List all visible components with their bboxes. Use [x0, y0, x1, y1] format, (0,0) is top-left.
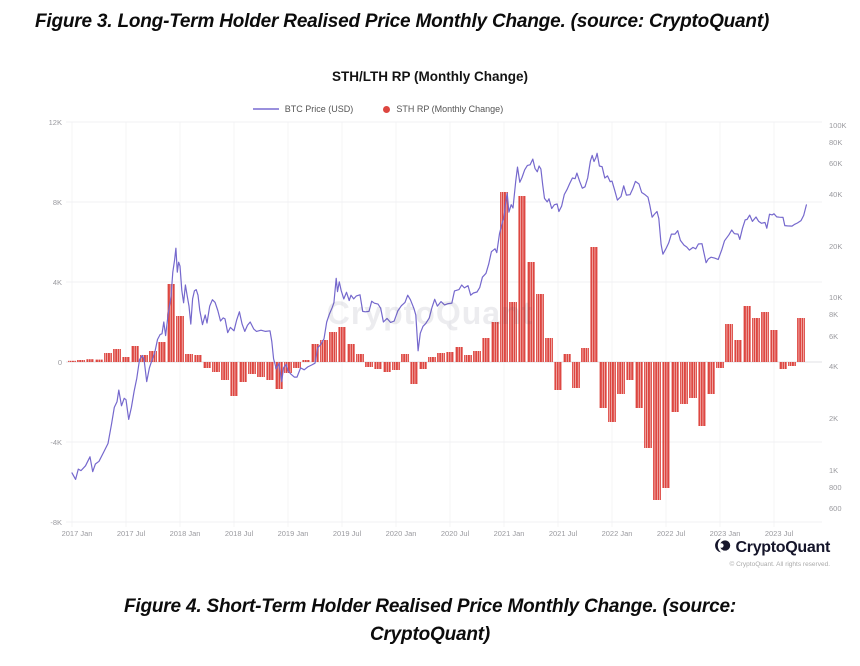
watermark: CryptoQuant [326, 295, 534, 331]
y-axis-label-right: 40K [829, 189, 843, 199]
x-axis-label: 2017 Jan [61, 529, 93, 538]
y-axis-label-left: 4K [52, 278, 62, 287]
y-axis-label-right: 20K [829, 241, 843, 251]
copyright-text: © CryptoQuant. All rights reserved. [729, 561, 830, 568]
x-axis-label: 2017 Jul [116, 529, 146, 538]
legend-dot-swatch [383, 105, 391, 113]
figure4-caption: Figure 4. Short-Term Holder Realised Pri… [124, 596, 736, 645]
x-axis-label: 2023 Jan [709, 529, 741, 538]
x-axis-label: 2021 Jan [493, 529, 525, 538]
y-axis-label-right: 2K [829, 413, 839, 423]
y-axis-label-right: 600 [829, 504, 842, 514]
cryptoquant-logo-text: CryptoQuant [735, 539, 831, 556]
y-axis-label-right: 60K [829, 159, 843, 169]
cryptoquant-logo-icon [714, 537, 731, 559]
x-axis-label: 2019 Jul [332, 529, 362, 538]
x-axis-label: 2020 Jul [440, 529, 470, 538]
legend-item-sth-rp: STH RP (Monthly Change) [383, 104, 503, 114]
y-axis-label-left: 12K [48, 118, 62, 127]
x-axis-label: 2020 Jan [385, 529, 417, 538]
x-axis-label: 2021 Jul [548, 529, 578, 538]
legend-label-btc-price: BTC Price (USD) [284, 104, 354, 114]
y-axis-label-left: 0 [57, 358, 62, 367]
legend-line-swatch [252, 108, 279, 110]
x-axis-label: 2018 Jan [169, 529, 201, 538]
x-axis-label: 2018 Jul [224, 529, 254, 538]
chart-legend: BTC Price (USD) STH RP (Monthly Change) [0, 104, 808, 114]
y-axis-left: 12K 8K 4K 0 -4K -8K [26, 0, 62, 666]
cryptoquant-logo: CryptoQuant © CryptoQuant. All rights re… [714, 537, 830, 568]
x-axis-label: 2022 Jan [601, 529, 633, 538]
y-axis-label-right: 100K [829, 121, 847, 130]
legend-label-sth-rp: STH RP (Monthly Change) [396, 104, 504, 114]
figure3-caption: Figure 3. Long-Term Holder Realised Pric… [35, 11, 770, 32]
y-axis-label-right: 80K [829, 137, 843, 147]
y-axis-label-right: 8K [829, 310, 839, 320]
y-axis-label-right: 6K [829, 331, 839, 341]
x-axis: 2017 Jan 2017 Jul 2018 Jan 2018 Jul 2019 Jan… [0, 529, 860, 541]
legend-item-btc-price: BTC Price (USD) [252, 104, 354, 114]
y-axis-label-right: 10K [829, 293, 843, 303]
y-axis-label-right: 1K [829, 465, 839, 475]
y-axis-right: 100K 80K 60K 40K 20K 10K 8K 6K 4K 2K 1K 800 600 [829, 0, 859, 666]
y-axis-label-left: -4K [50, 438, 62, 447]
y-axis-label-left: 8K [52, 198, 62, 207]
x-axis-label: 2019 Jan [277, 529, 309, 538]
x-axis-label: 2022 Jul [656, 529, 686, 538]
x-axis-label: 2023 Jul [764, 529, 794, 538]
y-axis-label-right: 800 [829, 482, 842, 492]
y-axis-label-left: -8K [50, 518, 62, 527]
y-axis-label-right: 4K [829, 362, 839, 371]
chart-title: STH/LTH RP (Monthly Change) [332, 69, 528, 84]
